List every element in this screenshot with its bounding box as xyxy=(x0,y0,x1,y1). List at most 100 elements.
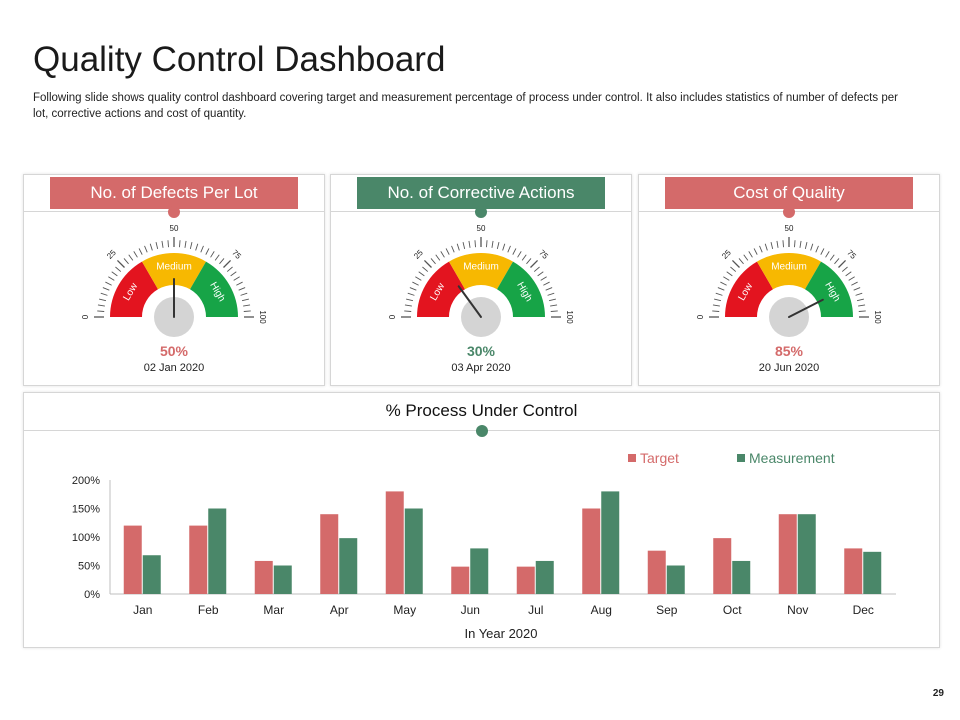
x-tick-label: Aug xyxy=(591,603,612,617)
gauge-tick xyxy=(853,287,861,291)
gauge-tick xyxy=(155,242,159,250)
gauge-tick-label: 0 xyxy=(388,314,397,319)
bar-target xyxy=(385,491,404,594)
gauge-tick xyxy=(422,266,429,272)
gauge-tick xyxy=(517,251,522,258)
gauge-tick xyxy=(738,258,744,265)
gauge-tick xyxy=(97,310,105,312)
gauge-tick xyxy=(100,292,108,296)
gauge-tick xyxy=(210,251,215,258)
gauge-tick-label: 75 xyxy=(230,248,243,261)
gauge-tick xyxy=(404,304,412,307)
x-tick-label: Sep xyxy=(656,603,678,617)
gauge-tick xyxy=(858,304,866,307)
bar-measurement xyxy=(273,565,292,594)
gauge-tick-label: 0 xyxy=(81,314,90,319)
gauge-tick xyxy=(521,254,527,261)
gauge-tick xyxy=(743,254,749,261)
gauge-tick-label: 75 xyxy=(845,248,858,261)
gauge-tick xyxy=(856,298,864,302)
bar-measurement xyxy=(863,551,882,594)
gauge-tick xyxy=(435,254,441,261)
gauge-tick xyxy=(712,310,720,312)
gauge-tick xyxy=(97,304,105,307)
gauge-band-medium xyxy=(142,253,206,290)
gauge-tick xyxy=(825,251,830,258)
gauge-tick xyxy=(111,271,118,277)
gauge-tick xyxy=(468,240,471,248)
x-tick-label: Apr xyxy=(330,603,349,617)
gauge-tick xyxy=(848,276,855,281)
gauge-tick xyxy=(99,298,107,302)
gauge-tick xyxy=(829,254,835,261)
gauge-band-low xyxy=(417,261,465,317)
gauge-band-medium xyxy=(449,253,513,290)
bar-measurement xyxy=(666,565,685,594)
bar-target xyxy=(778,514,797,594)
gauge-tick xyxy=(753,248,758,255)
gauge-tick xyxy=(759,245,763,253)
gauge-tick xyxy=(851,281,858,286)
gauge-band-label: Medium xyxy=(463,262,499,273)
gauge-tick xyxy=(723,276,730,281)
gauge-tick xyxy=(717,287,725,291)
gauge-tick-label: 100 xyxy=(873,310,882,324)
x-axis-label: In Year 2020 xyxy=(464,626,537,641)
bar-target xyxy=(320,514,339,594)
legend-swatch xyxy=(737,454,745,462)
gauge-date: 02 Jan 2020 xyxy=(143,362,205,374)
gauge-tick xyxy=(496,242,500,250)
gauge-tick xyxy=(841,266,848,272)
gauge-tick xyxy=(236,281,243,286)
gauge-tick xyxy=(138,248,143,255)
gauge-tick xyxy=(838,259,847,268)
gauge-tick xyxy=(123,258,129,265)
gauge-value-label: 50% xyxy=(159,343,189,359)
gauge-tick xyxy=(167,240,169,248)
gauge-tick xyxy=(526,258,532,265)
gauge-tick xyxy=(451,245,455,253)
gauge-band-label: Medium xyxy=(156,262,192,273)
gauge-tick xyxy=(815,245,819,253)
gauge-tick xyxy=(548,298,556,302)
gauge-tick xyxy=(474,240,476,248)
bar-measurement xyxy=(797,514,816,594)
gauge-band-high xyxy=(497,261,545,317)
gauge-tick xyxy=(214,254,220,261)
gauge-tick xyxy=(748,251,753,258)
gauge-tick xyxy=(726,271,733,277)
gauge-tick xyxy=(200,245,204,253)
gauge-band-low xyxy=(110,261,158,317)
gauge-tick xyxy=(115,266,122,272)
y-tick-label: 100% xyxy=(72,532,100,544)
gauge-tick-label: 50 xyxy=(785,224,794,233)
x-tick-label: May xyxy=(393,603,416,617)
bar-measurement xyxy=(601,491,620,594)
bar-target xyxy=(582,508,601,594)
gauge-tick xyxy=(834,258,840,265)
gauge-tick xyxy=(776,240,779,248)
gauge-tick xyxy=(241,298,249,302)
gauge-tick-label: 25 xyxy=(412,248,425,261)
gauge-tick-label: 25 xyxy=(105,248,118,261)
gauge-band-low xyxy=(725,261,773,317)
gauge-tick xyxy=(128,254,134,261)
gauge-tick xyxy=(858,310,866,312)
gauge-tick xyxy=(512,248,517,255)
x-tick-label: Mar xyxy=(263,603,284,617)
page-description: Following slide shows quality control da… xyxy=(33,92,898,120)
gauge-tick xyxy=(179,240,181,248)
gauge-value-label: 85% xyxy=(774,343,804,359)
gauge-tick xyxy=(720,281,727,286)
gauge-tick xyxy=(108,276,115,281)
gauge-tick-label: 75 xyxy=(537,248,550,261)
gauge-tick xyxy=(799,240,802,248)
gauge-tick xyxy=(133,251,138,258)
chart-title: % Process Under Control xyxy=(385,401,578,420)
legend-label: Target xyxy=(640,450,679,466)
gauge-tick-label: 50 xyxy=(170,224,179,233)
gauge-tick xyxy=(804,242,808,250)
x-tick-label: Jun xyxy=(461,603,480,617)
gauge-tick xyxy=(543,281,550,286)
